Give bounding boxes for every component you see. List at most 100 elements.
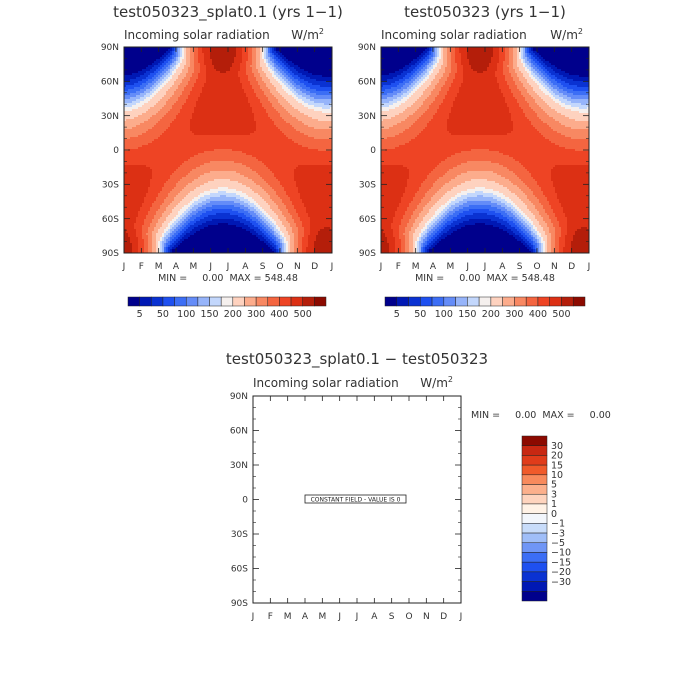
field-cell [198,101,201,104]
field-cell [240,61,243,64]
field-cell [232,97,235,100]
field-cell [302,53,305,56]
field-cell [292,115,295,118]
field-cell [208,57,211,60]
field-cell [144,137,147,140]
field-cell [284,59,287,62]
field-cell [320,77,323,80]
field-cell [162,127,165,130]
field-cell [184,139,187,142]
field-cell [152,49,155,52]
field-cell [324,111,327,114]
field-cell [268,87,271,90]
field-cell [310,97,313,100]
field-cell [182,107,185,110]
field-cell [188,141,191,144]
field-cell [160,117,163,120]
field-cell [252,129,255,132]
field-cell [184,109,187,112]
field-cell [128,129,131,132]
field-cell [154,83,157,86]
field-cell [150,47,153,50]
field-cell [308,81,311,84]
field-cell [288,111,291,114]
field-cell [330,55,332,58]
field-cell [224,111,227,114]
field-cell [184,117,187,120]
field-cell [242,133,245,136]
field-cell [294,47,297,50]
field-cell [310,89,313,92]
field-cell [270,117,273,120]
field-cell [274,137,277,140]
field-cell [256,107,259,110]
field-cell [180,139,183,142]
field-cell [288,87,291,90]
field-cell [264,77,267,80]
field-cell [324,63,327,66]
field-cell [206,125,209,128]
field-cell [180,73,183,76]
field-cell [302,119,305,122]
field-cell [176,47,179,50]
field-cell [290,65,293,68]
field-cell [196,71,199,74]
field-cell [272,117,275,120]
field-cell [290,105,293,108]
field-cell [142,91,145,94]
field-cell [218,135,221,138]
field-cell [322,101,325,104]
field-cell [240,121,243,124]
field-cell [146,97,149,100]
field-cell [162,59,165,62]
field-cell [162,95,165,98]
field-cell [180,95,183,98]
field-cell [218,77,221,80]
field-cell [136,91,139,94]
field-cell [264,107,267,110]
field-cell [172,67,175,70]
field-cell [306,63,309,66]
field-cell [156,115,159,118]
field-cell [190,89,193,92]
field-cell [236,119,239,122]
field-cell [310,71,313,74]
field-cell [206,93,209,96]
field-cell [278,105,281,108]
field-cell [290,123,293,126]
field-cell [162,81,165,84]
field-cell [208,71,211,74]
field-cell [302,135,305,138]
field-cell [246,111,249,114]
field-cell [238,49,241,52]
field-cell [304,127,307,130]
field-cell [224,61,227,64]
field-cell [260,83,263,86]
field-cell [184,101,187,104]
field-cell [144,51,147,54]
field-cell [284,65,287,68]
field-cell [320,53,323,56]
field-cell [322,121,325,124]
field-cell [254,99,257,102]
field-cell [266,127,269,130]
field-cell [220,69,223,72]
field-cell [254,65,257,68]
field-cell [202,131,205,134]
field-cell [224,93,227,96]
field-cell [190,113,193,116]
field-cell [292,87,295,90]
field-cell [212,83,215,86]
field-cell [304,53,307,56]
field-cell [226,61,229,64]
field-cell [238,53,241,56]
field-cell [124,69,127,72]
field-cell [224,49,227,52]
field-cell [330,65,332,68]
field-cell [230,87,233,90]
field-cell [324,85,327,88]
field-cell [208,97,211,100]
field-cell [220,139,223,142]
field-cell [184,97,187,100]
field-cell [160,81,163,84]
